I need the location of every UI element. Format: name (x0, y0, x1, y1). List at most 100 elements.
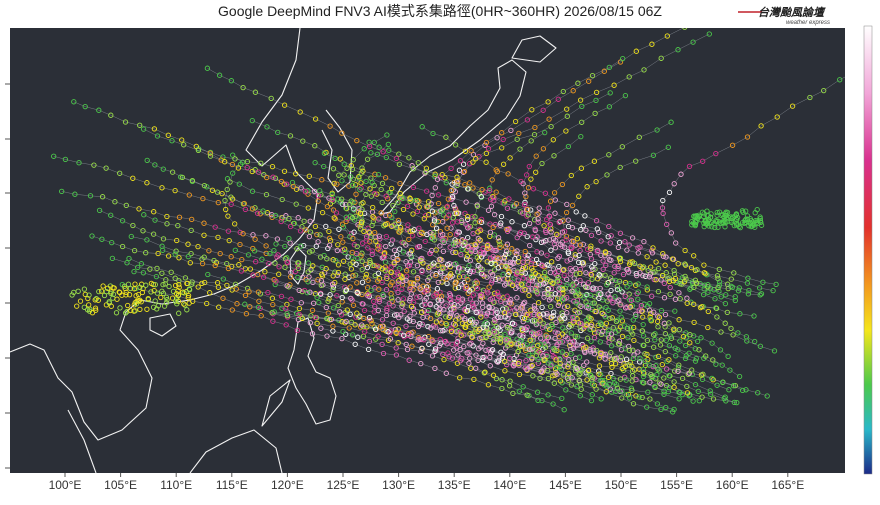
track-point (713, 305, 720, 312)
track-point (119, 243, 126, 250)
track-point (363, 178, 369, 185)
track-point (407, 196, 413, 202)
track-point (672, 308, 678, 314)
track-point (545, 291, 551, 297)
track-point (692, 358, 699, 364)
track-point (720, 379, 726, 386)
track-point (418, 348, 424, 355)
track-point (342, 276, 348, 282)
track-point (530, 186, 537, 192)
lon-tick-label: 155°E (660, 478, 693, 492)
track-point (655, 288, 662, 295)
track-point (671, 326, 677, 332)
track-point (521, 223, 528, 229)
track-point (622, 374, 628, 380)
track-point (154, 306, 160, 312)
track-point (339, 196, 345, 202)
track-point (283, 306, 289, 312)
track-point (491, 211, 498, 218)
track-point (630, 331, 636, 337)
track-point (482, 330, 488, 336)
track-point (624, 304, 630, 310)
track-point (395, 326, 402, 332)
track-point (416, 225, 422, 231)
track-line (307, 292, 539, 401)
track-point (542, 190, 549, 196)
track-point (82, 291, 88, 298)
track-point (305, 279, 311, 285)
track-point (419, 321, 425, 327)
track-point (324, 203, 331, 210)
track-point (717, 347, 724, 353)
track-point (419, 267, 425, 274)
track-point (509, 328, 515, 334)
track-point (359, 322, 365, 328)
logo-tagline: weather express (786, 20, 830, 26)
track-point (386, 212, 393, 218)
track-point (739, 208, 746, 214)
track-point (422, 301, 428, 308)
track-point (181, 290, 187, 296)
track-point (439, 279, 445, 285)
track-point (349, 297, 355, 303)
track-point (589, 72, 596, 79)
track-point (602, 272, 608, 278)
track-point (222, 197, 228, 204)
track-point (542, 269, 548, 276)
track-point (85, 295, 91, 302)
track-point (688, 285, 694, 291)
track-point (287, 274, 294, 280)
track-point (241, 200, 247, 207)
track-point (432, 171, 438, 177)
track-point (310, 263, 316, 269)
track-point (757, 217, 764, 224)
track-point (564, 282, 570, 288)
track-point (215, 199, 221, 206)
track-point (556, 286, 562, 292)
track-point (82, 103, 88, 110)
track-point (445, 262, 451, 268)
track-point (528, 260, 534, 267)
track-point (336, 226, 342, 232)
track-point (293, 171, 299, 177)
track-point (532, 124, 538, 131)
track-point (535, 356, 541, 363)
track-point (224, 186, 230, 193)
track-line (227, 178, 716, 365)
track-point (570, 345, 577, 352)
track-point (705, 324, 711, 331)
track-point (164, 221, 170, 227)
track-point (297, 228, 304, 234)
track-point (483, 334, 489, 341)
track-point (655, 353, 662, 360)
track-point (553, 357, 559, 363)
track-point (504, 205, 511, 211)
track-point (158, 294, 164, 301)
track-point (267, 250, 273, 257)
lon-tick-label: 145°E (549, 478, 582, 492)
track-point (485, 207, 492, 213)
track-point (411, 227, 417, 233)
track-point (714, 314, 720, 320)
track-point (683, 330, 689, 336)
track-point (654, 401, 661, 407)
track-point (548, 229, 554, 235)
track-point (487, 363, 493, 369)
track-point (540, 311, 547, 317)
track-point (653, 259, 659, 265)
lon-tick-label: 120°E (271, 478, 304, 492)
track-point (554, 231, 560, 238)
track-point (472, 329, 478, 335)
track-point (510, 390, 516, 397)
track-point (278, 178, 285, 185)
track-point (403, 242, 409, 248)
track-point (658, 337, 664, 343)
track-point (375, 270, 382, 276)
track-point (563, 351, 569, 358)
track-point (457, 158, 464, 164)
track-point (710, 357, 716, 363)
track-point (596, 295, 602, 301)
track-point (608, 343, 615, 349)
track-point (585, 367, 592, 373)
track-point (117, 170, 123, 176)
